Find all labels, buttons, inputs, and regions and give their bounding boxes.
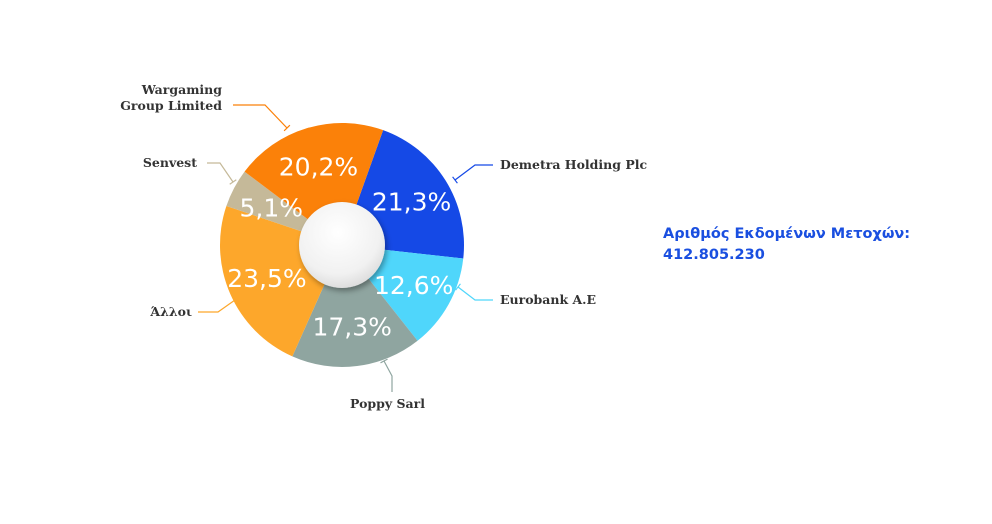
legend-label: Demetra Holding Plc — [500, 157, 648, 172]
leader-tick — [229, 179, 237, 185]
leader-line — [454, 164, 493, 181]
legend-label: Poppy Sarl — [350, 396, 425, 411]
leader-line — [457, 286, 493, 301]
leader-tick — [455, 283, 461, 291]
leader-tick — [283, 124, 291, 132]
legend-label: Wargaming Group Limited — [120, 82, 222, 113]
leader-line — [233, 104, 288, 129]
legend-label: Senvest — [142, 155, 197, 170]
leader-line — [198, 299, 236, 313]
donut-hub — [299, 202, 385, 288]
slice-poppy-sarl — [292, 245, 418, 367]
leader-line — [207, 162, 234, 183]
legend-label: Eurobank A.E — [500, 292, 597, 307]
slice-percent-label: 17,3% — [312, 312, 391, 341]
slice-percent-label: 21,3% — [372, 188, 451, 217]
leader-line — [383, 360, 393, 392]
issued-shares-value: 412.805.230 — [663, 247, 765, 263]
leader-tick — [452, 176, 458, 184]
issued-shares-info: Αριθμός Εκδομένων Μετοχών: 412.805.230 — [663, 224, 910, 266]
leader-tick — [380, 358, 388, 364]
slice-percent-label: 23,5% — [227, 264, 306, 293]
slice-percent-label: 20,2% — [279, 152, 358, 181]
issued-shares-title: Αριθμός Εκδομένων Μετοχών: — [663, 226, 911, 242]
slice-percent-label: 12,6% — [374, 271, 453, 300]
leader-tick — [232, 296, 238, 304]
legend-label: Άλλοι — [150, 304, 192, 319]
slice-percent-label: 5,1% — [239, 194, 303, 223]
